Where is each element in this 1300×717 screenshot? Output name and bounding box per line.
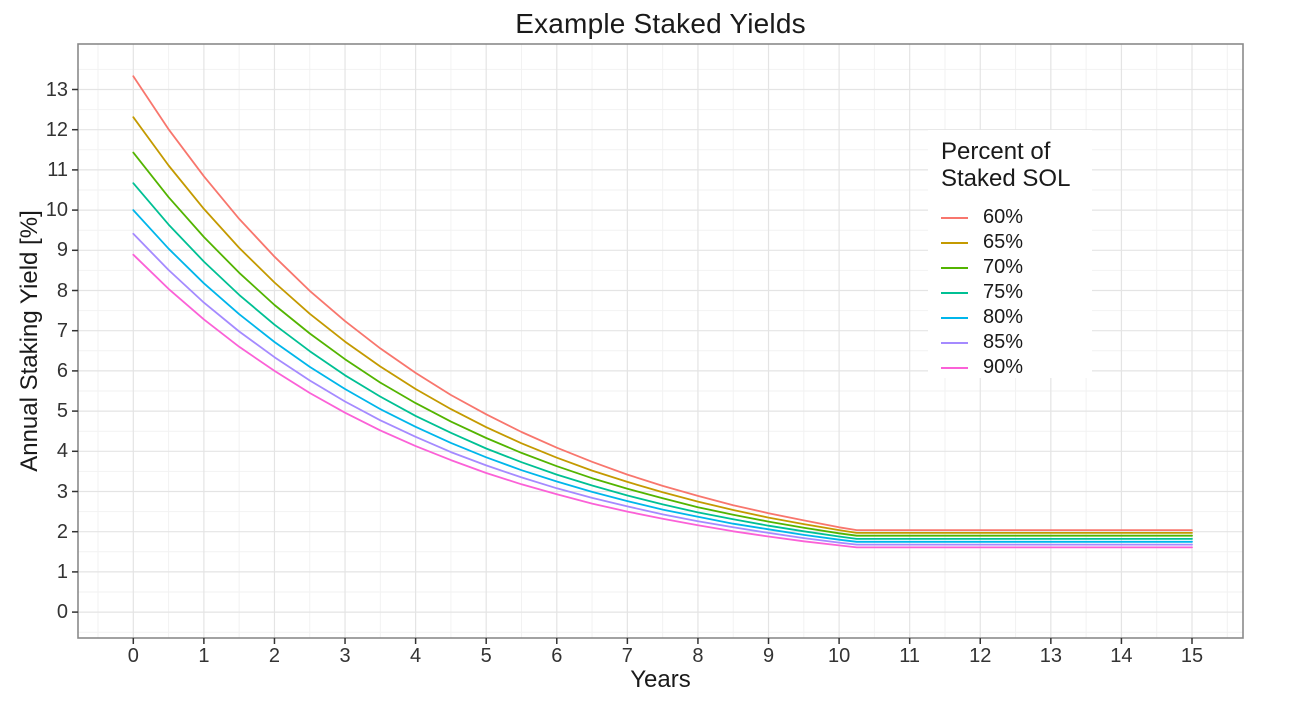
y-tick-label: 6 — [56, 359, 68, 382]
legend-key-line — [941, 366, 968, 369]
legend-key-line — [941, 291, 968, 294]
chart-title: Example Staked Yields — [515, 8, 806, 39]
legend-key-line — [941, 266, 968, 269]
legend-key-line — [941, 216, 968, 219]
legend-key-line — [941, 241, 968, 244]
y-tick-label: 8 — [56, 279, 68, 302]
legend-key-line — [941, 316, 968, 319]
legend-item-label: 65% — [983, 231, 1024, 253]
y-tick-label: 7 — [56, 319, 68, 342]
legend-item-label: 80% — [983, 306, 1024, 328]
legend-item-90%: 90% — [928, 355, 1092, 380]
x-tick-label: 12 — [969, 645, 992, 667]
x-tick-label: 11 — [899, 645, 921, 667]
x-tick-label: 14 — [1110, 645, 1133, 667]
legend-item-label: 90% — [983, 356, 1024, 378]
legend-item-label: 85% — [983, 331, 1024, 353]
x-tick-label: 10 — [827, 645, 851, 667]
x-tick-label: 8 — [692, 645, 704, 667]
x-tick-label: 7 — [621, 645, 633, 667]
series-line-80% — [132, 209, 1193, 543]
x-axis-title: Years — [630, 666, 691, 693]
y-tick-label: 3 — [56, 480, 68, 503]
y-tick-label: 4 — [56, 440, 68, 463]
y-tick-label: 12 — [45, 118, 68, 141]
x-tick-label: 2 — [268, 645, 281, 667]
series-line-60% — [132, 75, 1193, 531]
series-line-70% — [132, 151, 1193, 537]
y-tick-label: 5 — [56, 400, 68, 423]
series-line-65% — [132, 116, 1193, 534]
y-tick-label: 9 — [56, 239, 68, 262]
x-tick-label: 9 — [762, 645, 775, 667]
legend-key-line — [941, 341, 968, 344]
x-tick-label: 0 — [127, 645, 139, 667]
legend-item-label: 60% — [983, 206, 1024, 228]
x-tick-label: 5 — [480, 645, 492, 667]
series-line-75% — [132, 182, 1193, 540]
legend-item-70%: 70% — [928, 255, 1092, 280]
x-tick-label: 3 — [339, 645, 351, 667]
legend-item-80%: 80% — [928, 305, 1092, 330]
legend-item-85%: 85% — [928, 330, 1092, 355]
y-tick-label: 10 — [45, 199, 68, 222]
legend-title-line2: Staked SOL — [941, 165, 1071, 192]
legend-item-65%: 65% — [928, 230, 1092, 255]
y-tick-label: 0 — [56, 601, 68, 624]
x-tick-label: 1 — [198, 645, 210, 667]
y-tick-label: 11 — [47, 158, 68, 181]
x-tick-label: 4 — [410, 645, 422, 667]
x-tick-label: 15 — [1180, 645, 1204, 667]
y-tick-label: 1 — [56, 560, 68, 583]
legend-title-line1: Percent of — [941, 138, 1051, 165]
legend: Percent of Staked SOL 60% 65% 70% 75% 80% 85%… — [928, 130, 1092, 378]
y-tick-label: 13 — [45, 78, 68, 101]
x-tick-label: 6 — [551, 645, 563, 667]
series-line-90% — [132, 253, 1193, 549]
legend-items: 60% 65% 70% 75% 80% 85% 90% — [928, 198, 1092, 380]
series-line-85% — [132, 232, 1193, 546]
legend-title: Percent of Staked SOL — [928, 130, 1092, 198]
panel-border — [77, 43, 1244, 639]
legend-item-75%: 75% — [928, 280, 1092, 305]
legend-item-label: 75% — [983, 281, 1024, 303]
legend-item-label: 70% — [983, 256, 1024, 278]
x-tick-label: 13 — [1039, 645, 1062, 667]
legend-item-60%: 60% — [928, 205, 1092, 230]
y-tick-label: 2 — [56, 520, 68, 543]
